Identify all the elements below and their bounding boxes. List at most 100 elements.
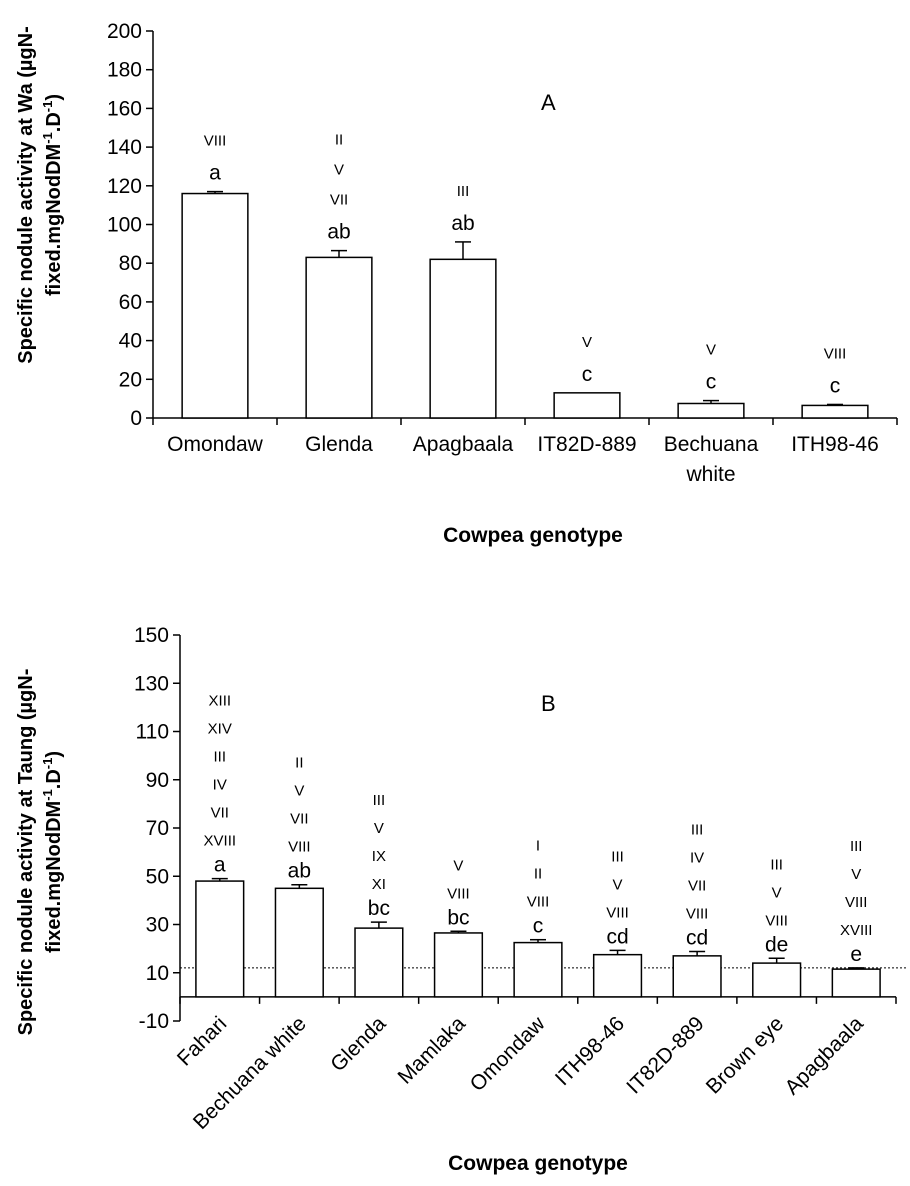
panel-b-group-label: XIII [209, 693, 232, 710]
panel-b-bar [672, 955, 722, 998]
panel-b-bar [752, 962, 802, 998]
panel-b-group-label: VIII [765, 912, 788, 929]
panel-b-group-label: XVIII [840, 922, 873, 939]
panel-a-bar [553, 392, 621, 419]
panel-a-category-label: ITH98-46 [791, 433, 879, 456]
panel-a-ylabel-line2: fixed.mgNodDM-1.D-1) [40, 94, 65, 296]
panel-b-category-label: Fahari [173, 1012, 231, 1070]
panel-a-significance-letter: ab [327, 221, 350, 244]
panel-b-category-label: IT82D-889 [622, 1012, 708, 1098]
panel-a-group-label: VIII [204, 133, 227, 150]
panel-b-significance-letter: ab [288, 860, 311, 883]
panel-b-group-label: XVIII [204, 833, 237, 850]
panel-b-significance-letter: e [850, 943, 862, 966]
panel-b-group-label: V [294, 783, 304, 800]
panel-b-group-label: XIV [208, 721, 232, 738]
panel-a-label: A [541, 90, 556, 115]
panel-a-y-tick-label: 120 [107, 175, 142, 198]
panel-b-y-tick-label: 70 [146, 817, 169, 840]
panel-b-bar [274, 887, 324, 998]
panel-b-category-label: Apagbaala [780, 1012, 868, 1100]
panel-a-bar [305, 256, 373, 419]
panel-a-significance-letter: c [706, 371, 717, 394]
panel-a-y-tick-label: 0 [130, 407, 142, 430]
panel-a-y-tick-label: 100 [107, 214, 142, 237]
panel-b-y-tick-label: 150 [134, 624, 169, 647]
panel-b-group-label: VIII [527, 894, 550, 911]
panel-b-group-label: I [536, 838, 540, 855]
panel-a-y-tick-label: 60 [119, 291, 142, 314]
panel-b-bar [831, 968, 881, 998]
panel-b-xlabel: Cowpea genotype [448, 1152, 628, 1175]
panel-a-significance-letter: a [209, 162, 221, 185]
panel-b-significance-letter: de [765, 933, 788, 956]
panel-a-group-label: VII [330, 192, 348, 209]
panel-a: A Specific nodule activity at Wa (µgN- f… [15, 20, 898, 547]
panel-a-category-label: Omondaw [167, 433, 264, 456]
panel-b-group-label: VIII [606, 904, 629, 921]
panel-b-bar [354, 927, 404, 998]
panel-a-y-tick-label: 200 [107, 20, 142, 43]
panel-a-group-label: III [457, 183, 470, 200]
panel-b-group-label: V [613, 876, 623, 893]
panel-b-significance-letter: c [533, 915, 544, 938]
panel-b-y-tick-label: 50 [146, 865, 169, 888]
panel-b-group-label: V [374, 820, 384, 837]
panel-a-category-label: Bechuana [664, 433, 759, 456]
panel-a-bar [801, 404, 869, 419]
panel-b-group-label: VIII [447, 885, 470, 902]
panel-b-y-tick-label: 10 [146, 962, 169, 985]
panel-b-y-tick-label: 30 [146, 914, 169, 937]
panel-b-bar [433, 932, 484, 998]
panel-b-category-label: ITH98-46 [551, 1012, 629, 1090]
panel-a-y-tick-label: 140 [107, 136, 142, 159]
panel-a-y-tick-label: 80 [119, 252, 142, 275]
panel-a-significance-letter: ab [451, 212, 474, 235]
panel-b-ylabel: Specific nodule activity at Taung (µgN- … [15, 669, 65, 1036]
panel-b-group-label: VIII [288, 839, 311, 856]
panel-b-group-label: III [691, 822, 704, 839]
panel-b-bar [592, 953, 643, 998]
panel-b-label: B [541, 691, 556, 716]
panel-b-bar [195, 880, 245, 998]
panel-b-group-label: III [373, 792, 386, 809]
panel-a-ylabel-line1: Specific nodule activity at Wa (µgN- [15, 26, 37, 364]
panel-a-y-tick-label: 40 [119, 330, 142, 353]
panel-b-group-label: V [453, 857, 463, 874]
panel-b-group-label: VII [290, 811, 308, 828]
panel-a-bar [181, 192, 249, 419]
panel-b-significance-letter: cd [606, 925, 628, 948]
panel-b-significance-letter: bc [447, 906, 469, 929]
panel-b-group-label: VII [688, 878, 706, 895]
panel-b-category-label: Omondaw [466, 1012, 551, 1097]
panel-b-group-label: IV [213, 777, 227, 794]
panel-a-xlabel: Cowpea genotype [443, 524, 623, 547]
panel-a-bar [429, 258, 497, 419]
panel-b-group-label: VIII [845, 894, 868, 911]
panel-a-group-label: V [334, 162, 344, 179]
panel-b-group-label: V [851, 866, 861, 883]
panel-b-significance-letter: cd [686, 927, 708, 950]
panel-a-significance-letter: c [582, 363, 593, 386]
panel-b-ylabel-line2: fixed.mgNodDM-1.D-1) [40, 751, 65, 953]
panel-a-category-label: white [685, 463, 735, 486]
panel-a-y-tick-label: 160 [107, 97, 142, 120]
panel-b-group-label: IV [690, 850, 704, 867]
panel-b-group-label: III [770, 856, 783, 873]
panel-a-y-tick-label: 20 [119, 368, 142, 391]
panel-b-significance-letter: bc [368, 897, 390, 920]
panel-a-bar [677, 402, 745, 419]
panel-a-group-label: V [706, 342, 716, 359]
panel-b-group-label: III [214, 749, 227, 766]
panel-b-group-label: II [295, 755, 303, 772]
panel-b-y-tick-label: 90 [146, 769, 169, 792]
panel-b-group-label: V [772, 884, 782, 901]
panel-a-ylabel: Specific nodule activity at Wa (µgN- fix… [15, 26, 65, 364]
panel-b-group-label: III [611, 848, 624, 865]
panel-a-category-label: Glenda [305, 433, 373, 456]
panel-a-y-tick-label: 180 [107, 59, 142, 82]
panel-a-category-label: Apagbaala [413, 433, 514, 456]
panel-a-significance-letter: c [830, 374, 841, 397]
panel-b-y-tick-label: 110 [136, 721, 169, 744]
